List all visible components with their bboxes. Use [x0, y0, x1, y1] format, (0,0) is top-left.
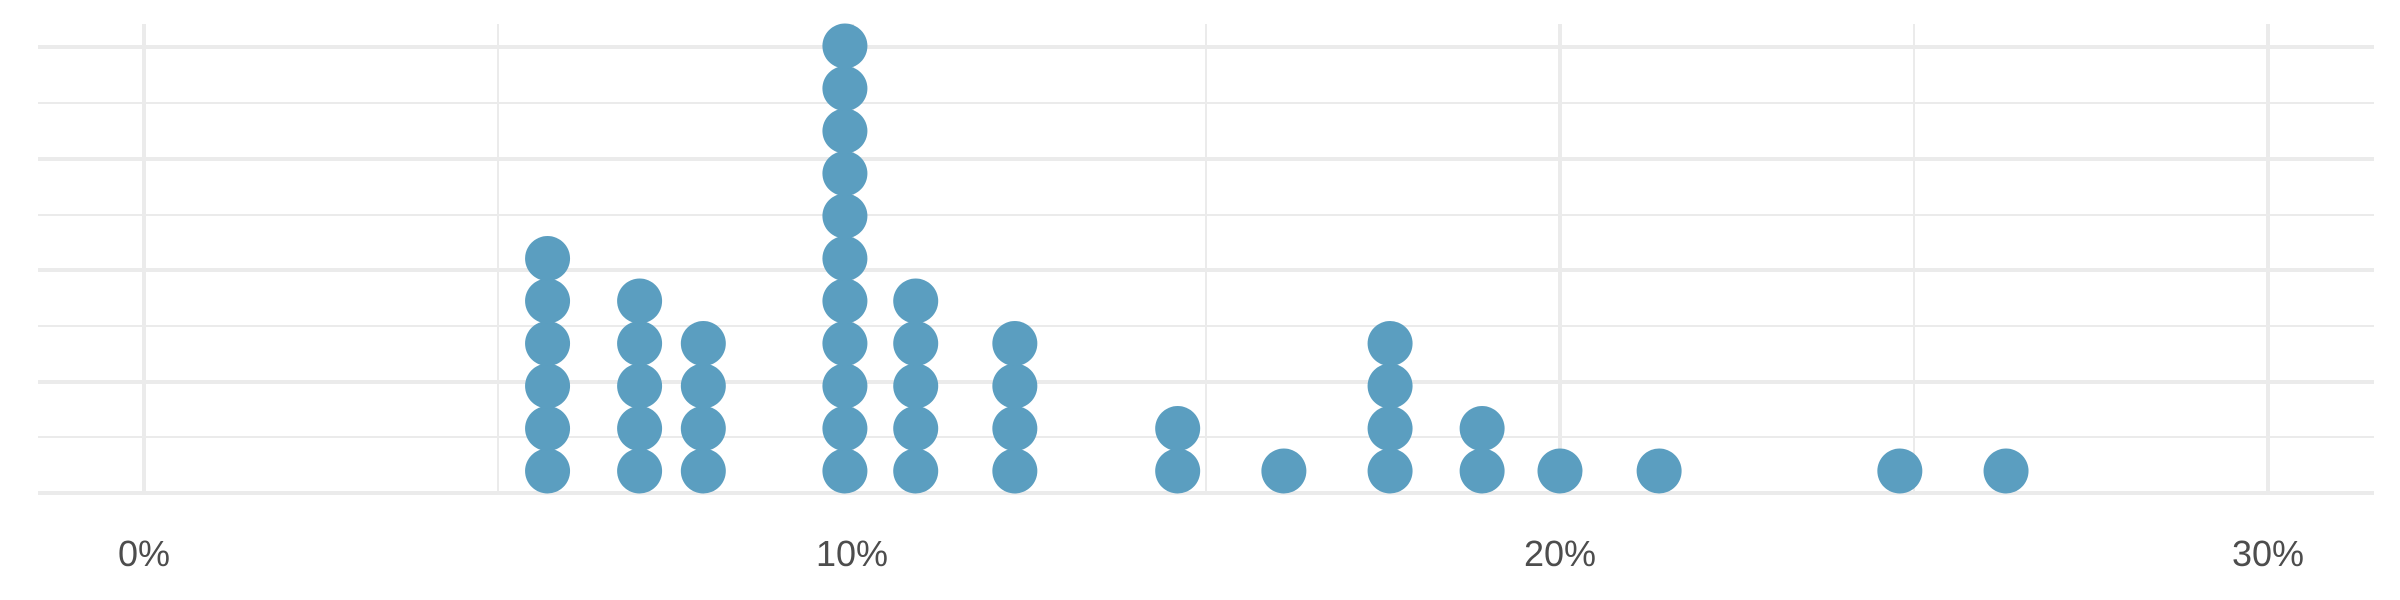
data-dot — [617, 448, 663, 494]
data-dot — [822, 23, 868, 69]
data-dot — [1537, 448, 1583, 494]
data-dot — [680, 321, 726, 366]
data-dot — [992, 321, 1038, 366]
data-dot — [617, 278, 663, 324]
data-dot — [1367, 363, 1413, 409]
data-dot — [1636, 448, 1682, 494]
grid — [38, 24, 2374, 495]
data-dot — [893, 448, 939, 494]
data-dot — [992, 406, 1038, 451]
data-dot — [822, 321, 868, 366]
data-dot — [893, 278, 939, 324]
data-dot — [617, 363, 663, 409]
data-dot — [822, 363, 868, 409]
data-dot — [680, 363, 726, 409]
data-dot — [525, 363, 571, 409]
data-dot — [893, 363, 939, 409]
data-dot — [1367, 321, 1413, 366]
data-dot — [617, 321, 663, 366]
data-dot — [822, 236, 868, 281]
x-tick-label: 10% — [816, 533, 888, 574]
data-dot — [1155, 448, 1201, 494]
data-dot — [680, 406, 726, 451]
data-dot — [992, 448, 1038, 494]
data-dot — [822, 406, 868, 451]
data-dot — [525, 321, 571, 366]
data-dot — [1155, 406, 1201, 451]
data-dot — [617, 406, 663, 451]
data-dot — [1367, 448, 1413, 494]
x-axis-tick-labels: 0% 10% 20% 30% — [118, 533, 2304, 574]
data-dot — [822, 108, 868, 154]
data-dot — [525, 278, 571, 324]
x-tick-label: 0% — [118, 533, 170, 574]
data-dot — [893, 406, 939, 451]
data-dot — [1459, 406, 1505, 451]
x-tick-label: 30% — [2232, 533, 2304, 574]
data-dot — [1261, 448, 1307, 494]
data-dot — [822, 66, 868, 111]
data-dot — [525, 448, 571, 494]
dot-series — [525, 23, 2029, 494]
data-dot — [1367, 406, 1413, 451]
data-dot — [1459, 448, 1505, 494]
x-tick-label: 20% — [1524, 533, 1596, 574]
data-dot — [525, 406, 571, 451]
data-dot — [822, 151, 868, 196]
data-dot — [893, 321, 939, 366]
data-dot — [822, 278, 868, 324]
data-dot — [680, 448, 726, 494]
data-dot — [822, 448, 868, 494]
data-dot — [1983, 448, 2029, 494]
data-dot — [1877, 448, 1923, 494]
data-dot — [992, 363, 1038, 409]
data-dot — [525, 236, 571, 281]
data-dot — [822, 193, 868, 239]
